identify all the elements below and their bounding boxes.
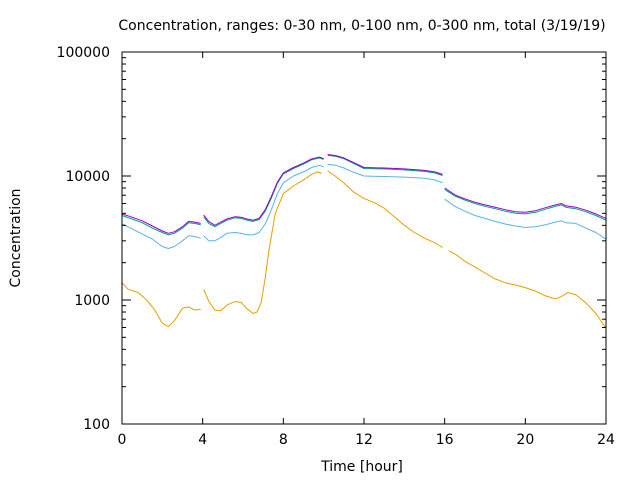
- series-layer: [121, 154, 607, 329]
- series-line-3: [203, 157, 324, 228]
- series-line-3: [327, 154, 443, 176]
- y-tick-label: 100000: [57, 45, 110, 61]
- x-tick-label: 24: [597, 432, 615, 448]
- chart-title: Concentration, ranges: 0-30 nm, 0-100 nm…: [118, 18, 605, 34]
- x-tick-label: 20: [516, 432, 534, 448]
- y-tick-label: 10000: [65, 169, 110, 185]
- series-line-3: [121, 215, 201, 236]
- series-line-2: [203, 164, 324, 242]
- x-tick-label: 4: [198, 432, 207, 448]
- series-line-1: [121, 282, 201, 328]
- series-line-4: [121, 213, 201, 234]
- series-line-2: [327, 163, 443, 184]
- x-axis-label: Time [hour]: [320, 459, 403, 475]
- x-tick-label: 12: [355, 432, 373, 448]
- x-tick-label: 8: [279, 432, 288, 448]
- y-axis: 100 1000 10000 100000: [57, 45, 606, 433]
- series-line-4: [327, 154, 443, 175]
- x-axis: 0 4 8 12 16 20 24: [118, 52, 615, 448]
- x-tick-label: 0: [118, 432, 127, 448]
- series-line-1: [448, 250, 607, 329]
- series-line-4: [444, 187, 607, 219]
- y-tick-label: 1000: [74, 293, 110, 309]
- y-tick-label: 100: [83, 417, 110, 433]
- x-tick-label: 16: [436, 432, 454, 448]
- series-line-2: [121, 223, 201, 249]
- series-line-2: [444, 198, 607, 240]
- y-axis-label: Concentration: [8, 188, 24, 287]
- plot-frame: [121, 51, 607, 425]
- series-line-1: [203, 171, 322, 314]
- series-line-3: [444, 188, 607, 221]
- series-line-4: [203, 156, 324, 226]
- series-line-1: [327, 170, 443, 248]
